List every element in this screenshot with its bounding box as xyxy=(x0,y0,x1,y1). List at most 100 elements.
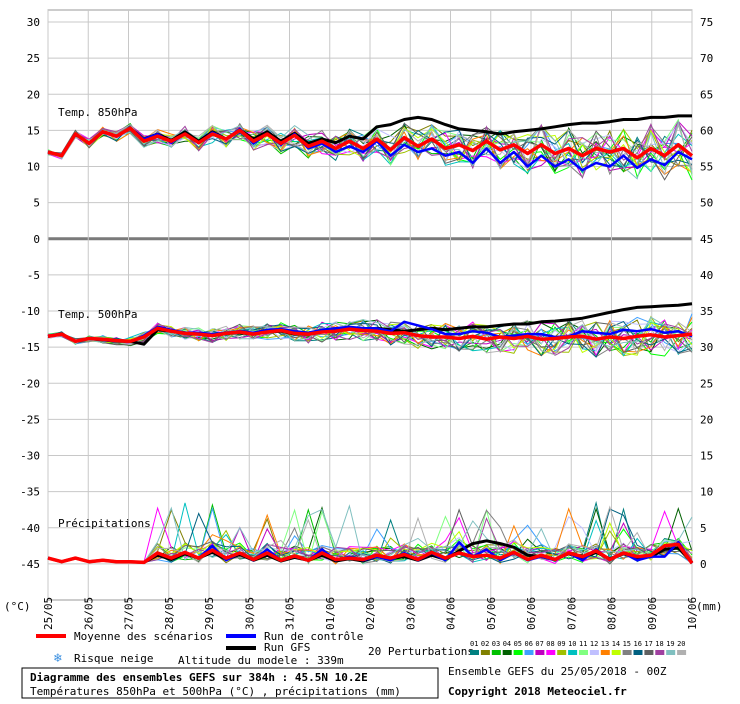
legend-altitude-label: Altitude du modele : 339m xyxy=(178,654,344,667)
left-tick-label: 30 xyxy=(27,16,40,29)
member-swatch xyxy=(589,650,599,655)
right-tick-label: 25 xyxy=(700,377,713,390)
left-tick-label: -5 xyxy=(27,269,40,282)
member-number: 19 xyxy=(666,640,674,648)
x-date-label: 02/06 xyxy=(364,597,377,630)
left-tick-label: 15 xyxy=(27,124,40,137)
member-swatch xyxy=(568,650,578,655)
t850-control-line xyxy=(47,126,693,172)
left-tick-label: 20 xyxy=(27,88,40,101)
right-axis-unit: (mm) xyxy=(696,600,723,613)
x-date-label: 10/06 xyxy=(686,597,699,630)
panel-label-precip: Précipitations xyxy=(58,517,151,530)
member-number: 17 xyxy=(644,640,652,648)
member-number: 11 xyxy=(579,640,587,648)
snowflake-icon: ❄ xyxy=(53,651,62,666)
member-number: 02 xyxy=(481,640,489,648)
member-number: 10 xyxy=(568,640,576,648)
precip-mean-line xyxy=(47,542,694,565)
t850-member-09-line xyxy=(47,124,693,172)
left-tick-label: -35 xyxy=(20,486,40,499)
member-swatch xyxy=(633,650,643,655)
x-date-label: 29/05 xyxy=(203,597,216,630)
legend: Moyenne des scénarios Run de contrôleRun … xyxy=(21,630,687,699)
x-date-label: 06/06 xyxy=(525,597,538,630)
right-tick-label: 35 xyxy=(700,305,713,318)
right-tick-label: 5 xyxy=(700,522,707,535)
left-tick-label: -30 xyxy=(20,450,40,463)
member-swatch xyxy=(513,650,523,655)
left-tick-label: -20 xyxy=(20,377,40,390)
member-number: 09 xyxy=(557,640,565,648)
left-tick-label: 25 xyxy=(27,52,40,65)
x-date-label: 30/05 xyxy=(243,597,256,630)
member-number: 04 xyxy=(503,640,511,648)
right-tick-label: 30 xyxy=(700,341,713,354)
member-swatch xyxy=(579,650,588,655)
member-swatch xyxy=(655,650,665,655)
x-date-label: 03/06 xyxy=(404,597,417,630)
legend-mean-label: Moyenne des scénarios xyxy=(74,630,213,643)
member-swatch xyxy=(600,650,610,655)
member-swatch xyxy=(480,650,490,655)
member-number: 07 xyxy=(535,640,543,648)
member-number: 14 xyxy=(612,640,620,648)
member-number: 12 xyxy=(590,640,598,648)
member-swatch xyxy=(557,650,567,655)
right-tick-label: 10 xyxy=(700,486,713,499)
x-date-label: 31/05 xyxy=(284,597,297,630)
x-date-label: 04/06 xyxy=(445,597,458,630)
member-swatch xyxy=(666,650,676,655)
main-series xyxy=(47,114,694,565)
t500-mean-line xyxy=(47,326,693,344)
t850-mean-line xyxy=(47,126,694,160)
left-tick-label: 10 xyxy=(27,161,40,174)
member-number: 03 xyxy=(492,640,500,648)
member-swatch xyxy=(677,650,687,655)
right-tick-label: 0 xyxy=(700,558,707,571)
right-tick-label: 60 xyxy=(700,124,713,137)
member-swatch xyxy=(502,650,512,655)
t850-member-20-line xyxy=(47,123,693,176)
left-tick-label: -15 xyxy=(20,341,40,354)
left-axis-unit: (°C) xyxy=(4,600,31,613)
chart-subtitle: Températures 850hPa et 500hPa (°C) , pré… xyxy=(30,685,401,698)
member-swatch xyxy=(622,650,632,655)
precip-member-13-line xyxy=(47,507,693,565)
x-date-label: 27/05 xyxy=(123,597,136,630)
left-tick-label: -10 xyxy=(20,305,40,318)
right-tick-label: 45 xyxy=(700,233,713,246)
left-tick-label: -40 xyxy=(20,522,40,535)
member-number: 16 xyxy=(634,640,642,648)
member-number: 18 xyxy=(655,640,663,648)
x-date-label: 08/06 xyxy=(606,597,619,630)
t850-member-19-line xyxy=(47,120,693,180)
member-swatch xyxy=(546,650,556,655)
legend-control-label: Run de contrôle xyxy=(264,630,363,643)
left-tick-label: 0 xyxy=(33,233,40,246)
precip-member-08-line xyxy=(47,506,693,564)
left-tick-label: 5 xyxy=(33,197,40,210)
x-date-label: 25/05 xyxy=(42,597,55,630)
member-number: 20 xyxy=(677,640,685,648)
member-swatch xyxy=(524,650,534,655)
member-number: 05 xyxy=(514,640,522,648)
right-tick-label: 70 xyxy=(700,52,713,65)
legend-perturbations-label: 20 Perturbations xyxy=(368,645,474,658)
right-tick-label: 40 xyxy=(700,269,713,282)
x-date-label: 26/05 xyxy=(82,597,95,630)
panel-label-t500: Temp. 500hPa xyxy=(58,308,137,321)
chart-copyright: Copyright 2018 Meteociel.fr xyxy=(448,685,627,698)
member-swatch xyxy=(491,650,501,655)
right-tick-label: 65 xyxy=(700,88,713,101)
x-date-label: 28/05 xyxy=(163,597,176,630)
left-tick-label: -25 xyxy=(20,413,40,426)
legend-snow-risk-label: Risque neige xyxy=(74,652,153,665)
member-swatch xyxy=(470,650,479,655)
right-tick-label: 20 xyxy=(700,413,713,426)
right-tick-label: 75 xyxy=(700,16,713,29)
x-date-label: 01/06 xyxy=(324,597,337,630)
panel-label-t850: Temp. 850hPa xyxy=(58,106,137,119)
